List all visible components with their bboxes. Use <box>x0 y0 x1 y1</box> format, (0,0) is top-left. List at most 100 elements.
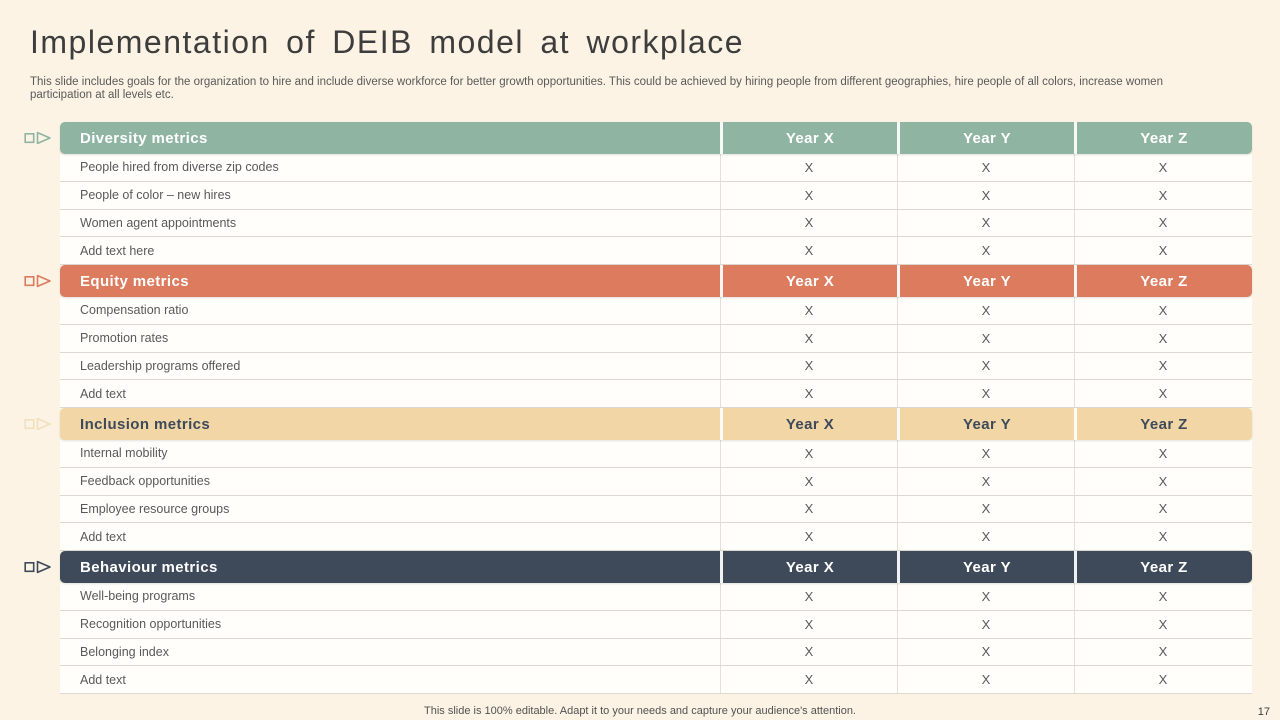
metric-value-cell: X <box>897 666 1074 693</box>
footer-note: This slide is 100% editable. Adapt it to… <box>424 705 856 717</box>
metric-value-cell: X <box>897 154 1074 181</box>
year-header-cell: Year X <box>720 551 897 583</box>
metric-label-cell: Add text <box>80 672 126 687</box>
metric-label-cell: Add text <box>80 386 126 401</box>
metric-value-cell: X <box>720 523 897 550</box>
metric-value-cell: X <box>897 237 1074 264</box>
metric-label-cell: Feedback opportunities <box>80 474 210 489</box>
metric-row: Belonging index X X X <box>60 638 1252 667</box>
metric-value-cell: X <box>720 666 897 693</box>
section-bullet-icon <box>24 274 54 288</box>
metric-value-cell: X <box>897 610 1074 638</box>
metric-label-cell: Add text <box>80 529 126 544</box>
section-label: Behaviour metrics <box>80 558 218 576</box>
metric-value-cell: X <box>720 610 897 638</box>
metric-row: Leadership programs offered X X X <box>60 352 1252 381</box>
metric-value-cell: X <box>897 352 1074 380</box>
year-header-cell: Year Z <box>1074 408 1251 440</box>
section-header: Inclusion metrics Year X Year Y Year Z <box>60 408 1252 440</box>
metric-label-cell: Well-being programs <box>80 589 196 604</box>
year-header-cell: Year Y <box>897 408 1074 440</box>
metric-row: People hired from diverse zip codes X X X <box>60 154 1252 182</box>
metric-row: Compensation ratio X X X <box>60 297 1252 325</box>
section-label: Diversity metrics <box>80 129 208 147</box>
metric-value-cell: X <box>1074 380 1251 407</box>
metric-value-cell: X <box>720 209 897 237</box>
metric-value-cell: X <box>720 467 897 495</box>
metric-label-cell: Add text here <box>80 243 155 258</box>
metric-value-cell: X <box>720 352 897 380</box>
section-bullet-icon <box>24 560 54 574</box>
metric-value-cell: X <box>1074 237 1251 264</box>
metric-row: People of color – new hires X X X <box>60 181 1252 210</box>
metric-value-cell: X <box>1074 440 1251 467</box>
metric-label-cell: People of color – new hires <box>80 188 231 203</box>
section-bullet-icon <box>24 417 54 431</box>
metric-value-cell: X <box>1074 610 1251 638</box>
metric-value-cell: X <box>720 380 897 407</box>
section-header: Diversity metrics Year X Year Y Year Z <box>60 122 1252 154</box>
metric-value-cell: X <box>720 154 897 181</box>
metric-value-cell: X <box>1074 467 1251 495</box>
metric-value-cell: X <box>897 523 1074 550</box>
metric-label-cell: Recognition opportunities <box>80 617 222 632</box>
metric-value-cell: X <box>1074 209 1251 237</box>
metric-value-cell: X <box>1074 523 1251 550</box>
section-label: Equity metrics <box>80 272 189 290</box>
year-header-cell: Year Y <box>897 551 1074 583</box>
page-title: Implementation of DEIB model at workplac… <box>30 24 745 60</box>
section-bullet-icon <box>24 131 54 145</box>
metric-row: Internal mobility X X X <box>60 440 1252 468</box>
metric-value-cell: X <box>897 181 1074 209</box>
year-header-cell: Year X <box>720 122 897 154</box>
metric-value-cell: X <box>897 583 1074 610</box>
slide-description: This slide includes goals for the organi… <box>30 76 1163 101</box>
metric-value-cell: X <box>897 495 1074 523</box>
metric-value-cell: X <box>897 467 1074 495</box>
metric-value-cell: X <box>1074 638 1251 666</box>
metric-value-cell: X <box>1074 583 1251 610</box>
metric-value-cell: X <box>1074 181 1251 209</box>
year-header-cell: Year Y <box>897 265 1074 297</box>
metric-value-cell: X <box>1074 352 1251 380</box>
metrics-table: Diversity metrics Year X Year Y Year Z Peopl… <box>60 122 1252 694</box>
metric-label-cell: Leadership programs offered <box>80 358 241 373</box>
year-header-cell: Year Z <box>1074 265 1251 297</box>
year-header-cell: Year Z <box>1074 551 1251 583</box>
page-number: 17 <box>1257 706 1270 718</box>
metric-value-cell: X <box>720 495 897 523</box>
metric-value-cell: X <box>1074 324 1251 352</box>
metric-row: Promotion rates X X X <box>60 324 1252 353</box>
metric-value-cell: X <box>1074 666 1251 693</box>
metric-label-cell: Employee resource groups <box>80 501 230 516</box>
metric-label-cell: Internal mobility <box>80 446 168 461</box>
metric-value-cell: X <box>720 638 897 666</box>
metric-row: Add text X X X <box>60 666 1252 694</box>
metric-value-cell: X <box>1074 495 1251 523</box>
metric-row: Add text X X X <box>60 523 1252 551</box>
metric-label-cell: People hired from diverse zip codes <box>80 160 279 175</box>
metric-row: Women agent appointments X X X <box>60 209 1252 238</box>
metric-value-cell: X <box>720 181 897 209</box>
metric-value-cell: X <box>1074 297 1251 324</box>
metric-label-cell: Women agent appointments <box>80 215 237 230</box>
metric-row: Add text here X X X <box>60 237 1252 265</box>
metric-value-cell: X <box>897 638 1074 666</box>
metric-value-cell: X <box>720 237 897 264</box>
year-header-cell: Year X <box>720 408 897 440</box>
metric-row: Well-being programs X X X <box>60 583 1252 611</box>
section-header: Equity metrics Year X Year Y Year Z <box>60 265 1252 297</box>
metric-label-cell: Belonging index <box>80 644 169 659</box>
year-header-cell: Year Z <box>1074 122 1251 154</box>
year-header-cell: Year X <box>720 265 897 297</box>
metric-label-cell: Promotion rates <box>80 331 169 346</box>
metric-row: Feedback opportunities X X X <box>60 467 1252 496</box>
metric-value-cell: X <box>720 324 897 352</box>
metric-value-cell: X <box>897 324 1074 352</box>
year-header-cell: Year Y <box>897 122 1074 154</box>
metric-value-cell: X <box>897 440 1074 467</box>
metric-value-cell: X <box>1074 154 1251 181</box>
section-header: Behaviour metrics Year X Year Y Year Z <box>60 551 1252 583</box>
metric-row: Add text X X X <box>60 380 1252 408</box>
